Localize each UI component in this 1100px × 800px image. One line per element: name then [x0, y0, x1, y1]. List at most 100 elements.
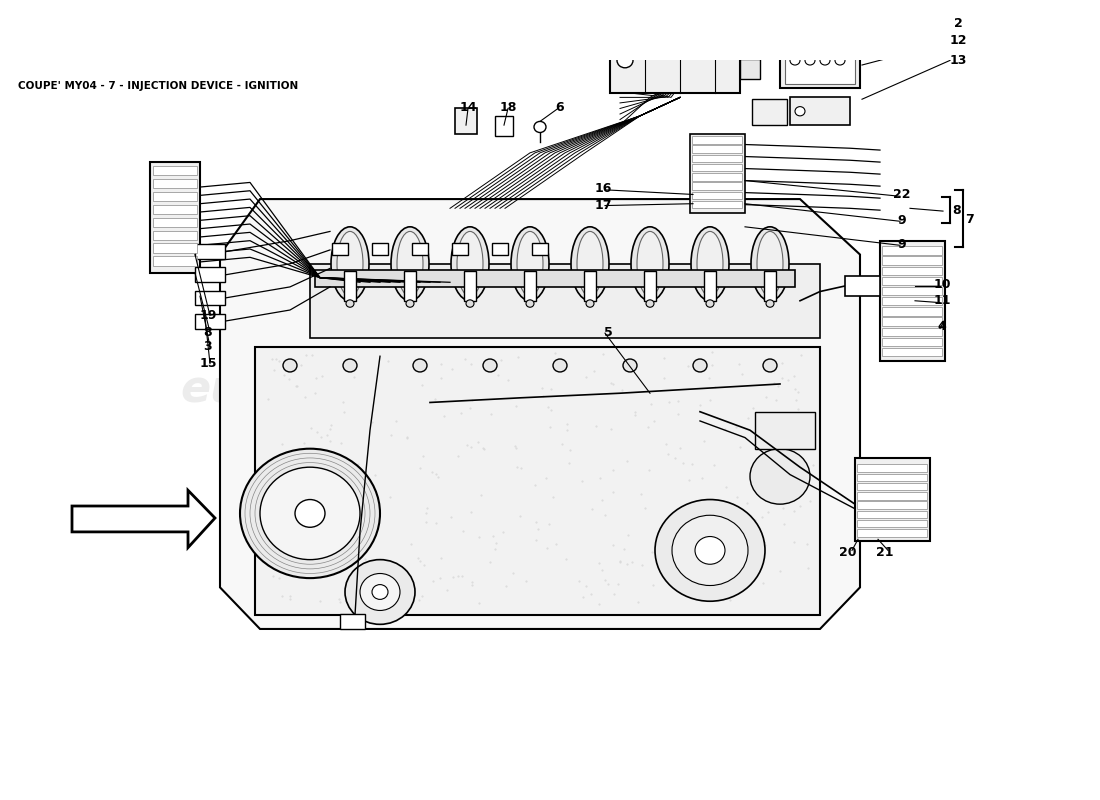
Circle shape — [346, 300, 354, 307]
Bar — [153, 230, 197, 240]
Bar — [455, 109, 477, 134]
Bar — [150, 162, 200, 273]
Circle shape — [345, 560, 415, 624]
Ellipse shape — [390, 227, 429, 301]
Bar — [692, 164, 742, 171]
Text: 6: 6 — [556, 101, 564, 114]
Circle shape — [672, 515, 748, 586]
Text: 18: 18 — [499, 101, 517, 114]
Circle shape — [343, 359, 358, 372]
Text: 7: 7 — [966, 213, 975, 226]
Ellipse shape — [517, 231, 543, 296]
Bar — [153, 205, 197, 214]
Bar — [692, 182, 742, 190]
Bar — [153, 166, 197, 175]
Circle shape — [820, 56, 830, 65]
Bar — [195, 267, 226, 282]
Bar — [882, 327, 942, 336]
Bar — [344, 271, 356, 301]
Bar — [495, 116, 513, 136]
Bar — [882, 256, 942, 265]
Text: 2: 2 — [954, 17, 962, 30]
Bar — [882, 266, 942, 275]
Polygon shape — [220, 199, 860, 629]
Ellipse shape — [512, 227, 549, 301]
Bar — [610, 33, 740, 93]
Text: 1: 1 — [534, 0, 542, 2]
Bar — [704, 271, 716, 301]
Text: 8: 8 — [204, 326, 212, 338]
Circle shape — [412, 359, 427, 372]
Bar — [880, 241, 945, 361]
Text: 17: 17 — [594, 199, 612, 212]
Ellipse shape — [331, 227, 368, 301]
Ellipse shape — [578, 231, 603, 296]
Bar — [644, 271, 656, 301]
Bar — [492, 243, 508, 254]
Circle shape — [617, 53, 632, 68]
Bar — [790, 98, 850, 125]
Polygon shape — [310, 264, 820, 338]
Bar — [404, 271, 416, 301]
Circle shape — [706, 300, 714, 307]
Bar — [690, 134, 745, 213]
Circle shape — [406, 300, 414, 307]
Ellipse shape — [757, 231, 783, 296]
Circle shape — [835, 56, 845, 65]
Text: eurospares: eurospares — [530, 577, 812, 619]
Circle shape — [750, 449, 810, 504]
Bar — [857, 474, 927, 481]
Text: 9: 9 — [898, 238, 906, 251]
Circle shape — [260, 467, 360, 560]
Text: 19: 19 — [199, 309, 217, 322]
Bar — [524, 271, 536, 301]
Circle shape — [283, 359, 297, 372]
Bar — [195, 290, 226, 306]
Bar — [857, 465, 927, 472]
Ellipse shape — [631, 227, 669, 301]
Ellipse shape — [697, 231, 723, 296]
Circle shape — [795, 106, 805, 116]
Bar — [340, 614, 365, 629]
Bar — [882, 246, 942, 254]
Bar — [332, 243, 348, 254]
Bar — [752, 99, 786, 125]
Text: 5: 5 — [604, 326, 613, 338]
Text: 14: 14 — [460, 101, 476, 114]
Bar — [692, 201, 742, 208]
Bar — [857, 502, 927, 509]
Bar — [372, 243, 388, 254]
Circle shape — [526, 300, 534, 307]
Bar — [755, 412, 815, 449]
Text: 4: 4 — [937, 320, 946, 333]
Text: COUPE' MY04 - 7 - INJECTION DEVICE - IGNITION: COUPE' MY04 - 7 - INJECTION DEVICE - IGN… — [18, 81, 298, 90]
Ellipse shape — [456, 231, 483, 296]
Bar — [857, 520, 927, 527]
Ellipse shape — [451, 227, 490, 301]
Text: 8: 8 — [953, 204, 961, 217]
Text: 22: 22 — [893, 188, 911, 201]
Bar — [532, 243, 548, 254]
Bar — [882, 287, 942, 295]
Circle shape — [483, 359, 497, 372]
Circle shape — [654, 499, 764, 602]
Bar — [882, 307, 942, 315]
Ellipse shape — [691, 227, 729, 301]
Bar — [882, 318, 942, 326]
Bar — [855, 458, 930, 541]
Bar — [153, 192, 197, 201]
Circle shape — [790, 56, 800, 65]
Bar — [692, 146, 742, 153]
Circle shape — [766, 300, 774, 307]
Bar — [255, 347, 820, 615]
Bar — [412, 243, 428, 254]
Bar — [882, 338, 942, 346]
Circle shape — [693, 359, 707, 372]
Bar — [764, 271, 776, 301]
Bar — [780, 38, 860, 88]
Text: 21: 21 — [877, 546, 893, 558]
Text: 15: 15 — [199, 357, 217, 370]
Circle shape — [623, 359, 637, 372]
Circle shape — [372, 585, 388, 599]
Text: 12: 12 — [949, 34, 967, 47]
